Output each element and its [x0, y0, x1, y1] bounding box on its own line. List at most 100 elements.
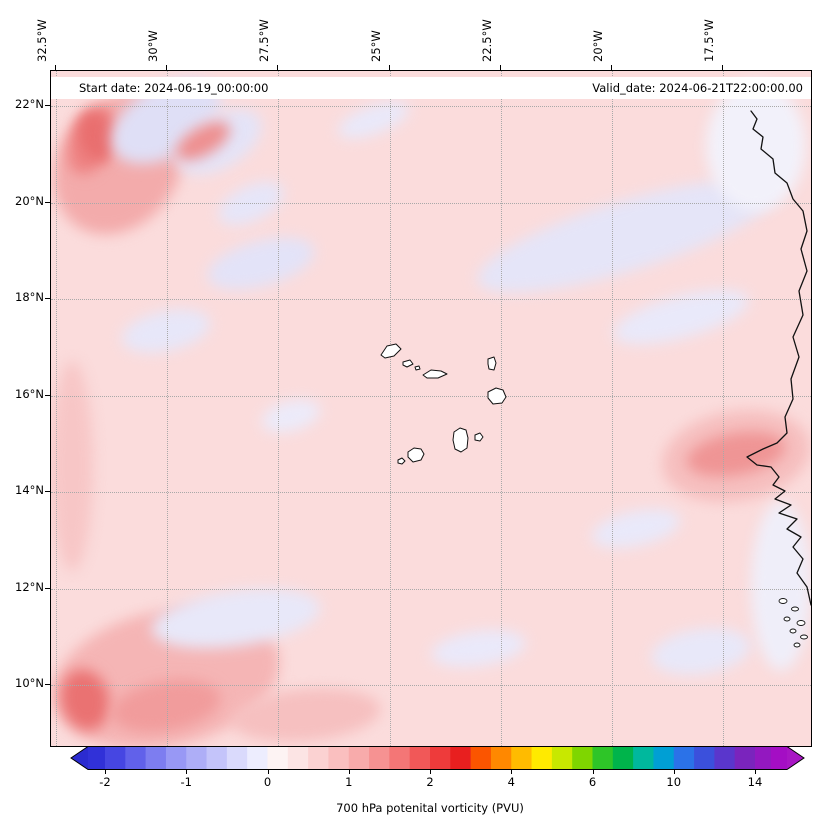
- colorbar-tick-label: -2: [99, 775, 111, 789]
- y-axis-tick: [45, 684, 50, 685]
- colorbar-tick: [511, 770, 513, 774]
- x-axis-tick: [55, 65, 56, 70]
- colorbar-segment: [186, 746, 207, 770]
- colorbar-over-arrow: [787, 746, 804, 770]
- y-axis-tick-label: 20°N: [15, 193, 44, 208]
- graticule-meridian: [56, 71, 57, 746]
- graticule-meridian: [167, 71, 169, 746]
- colorbar-segment: [308, 746, 329, 770]
- graticule-layer: [51, 71, 811, 746]
- x-axis-tick-label: 20°W: [590, 30, 605, 62]
- y-axis-tick-label: 12°N: [15, 579, 44, 594]
- colorbar-segment: [430, 746, 451, 770]
- x-axis-tick: [388, 65, 390, 70]
- x-axis-tick: [722, 65, 724, 70]
- map-plot-area: Start date: 2024-06-19_00:00:00 Valid_da…: [50, 70, 812, 747]
- colorbar-segment: [531, 746, 553, 770]
- colorbar-segment: [226, 746, 248, 770]
- graticule-meridian: [389, 71, 391, 746]
- graticule-parallel: [51, 588, 811, 590]
- colorbar-segment: [511, 746, 532, 770]
- x-axis-tick-label: 25°W: [368, 30, 383, 62]
- colorbar-segment: [450, 746, 472, 770]
- colorbar-tick-label: 14: [747, 775, 763, 789]
- cape-verde-islands: [380, 343, 507, 465]
- colorbar-tick: [430, 770, 431, 774]
- colorbar-segment: [592, 746, 614, 770]
- colorbar-tick-label: 10: [666, 775, 682, 789]
- colorbar-segment: [206, 746, 228, 770]
- colorbar-under-arrow: [71, 746, 88, 770]
- coastal-islets: [778, 598, 808, 648]
- colorbar: [70, 746, 805, 770]
- graticule-parallel: [51, 492, 811, 493]
- y-axis-tick-label: 14°N: [15, 483, 44, 497]
- colorbar-outline: [70, 746, 805, 770]
- colorbar-tick: [755, 770, 756, 774]
- y-axis-tick-label: 16°N: [15, 386, 44, 401]
- x-axis-tick-label: 32.5°W: [35, 19, 49, 62]
- start-date-label: Start date: 2024-06-19_00:00:00: [79, 81, 269, 95]
- colorbar-segment: [88, 746, 106, 770]
- x-axis-tick-label: 22.5°W: [479, 19, 494, 62]
- colorbar-segment: [145, 746, 167, 770]
- colorbar-segment: [490, 746, 512, 770]
- colorbar-tick-label: 4: [507, 775, 515, 789]
- graticule-parallel: [51, 299, 811, 300]
- colorbar-tick: [348, 770, 350, 774]
- colorbar-segment: [267, 746, 289, 770]
- colorbar-segment: [771, 746, 788, 770]
- x-axis-tick-label: 17.5°W: [702, 19, 717, 62]
- colorbar-segment: [105, 746, 126, 770]
- colorbar-segment: [287, 746, 309, 770]
- colorbar-segment: [389, 746, 411, 770]
- colorbar-segment: [328, 746, 350, 770]
- colorbar-tick-label: 1: [345, 775, 353, 789]
- graticule-meridian: [723, 71, 725, 746]
- colorbar-tick: [186, 770, 188, 774]
- colorbar-tick: [673, 770, 675, 774]
- y-axis-tick-label: 18°N: [15, 290, 44, 304]
- colorbar-segment: [348, 746, 370, 770]
- colorbar-segment: [409, 746, 431, 770]
- y-axis-tick: [45, 394, 50, 396]
- y-axis-tick-label: 10°N: [15, 676, 44, 690]
- colorbar-tick: [267, 770, 269, 774]
- colorbar-segment: [612, 746, 634, 770]
- title-strip: Start date: 2024-06-19_00:00:00 Valid_da…: [51, 77, 811, 99]
- x-axis-tick: [499, 65, 501, 70]
- x-axis-tick: [166, 65, 168, 70]
- coastline-map: [380, 110, 811, 648]
- pv-patch: [751, 501, 811, 671]
- colorbar-tick: [592, 770, 594, 774]
- graticule-meridian: [611, 71, 613, 746]
- colorbar-segment: [714, 746, 736, 770]
- colorbar-segment: [125, 746, 147, 770]
- colorbar-segment: [572, 746, 593, 770]
- x-axis-tick-label: 27.5°W: [257, 19, 272, 62]
- colorbar-segment: [247, 746, 268, 770]
- colorbar-segment: [369, 746, 390, 770]
- colorbar-segment: [673, 746, 695, 770]
- graticule-meridian: [278, 71, 280, 746]
- graticule-parallel: [51, 395, 811, 397]
- colorbar-segment: [633, 746, 654, 770]
- graticule-meridian: [500, 71, 502, 746]
- y-axis-tick: [45, 105, 50, 106]
- y-axis-tick: [45, 491, 50, 492]
- colorbar-segment: [653, 746, 675, 770]
- colorbar-tick-label: 6: [588, 775, 597, 789]
- y-axis-tick: [45, 201, 50, 203]
- y-axis-tick: [45, 587, 50, 589]
- x-axis-tick-label: 30°W: [146, 30, 161, 62]
- colorbar-segment: [165, 746, 187, 770]
- colorbar-tick-label: 2: [426, 775, 434, 789]
- colorbar-segment: [755, 746, 772, 770]
- colorbar-caption: 700 hPa potenital vorticity (PVU): [336, 801, 524, 815]
- colorbar-tick-label: 0: [263, 775, 272, 789]
- african-coastline: [746, 110, 811, 606]
- colorbar-segment: [470, 746, 492, 770]
- x-axis-tick: [277, 65, 279, 70]
- colorbar-segment: [734, 746, 756, 770]
